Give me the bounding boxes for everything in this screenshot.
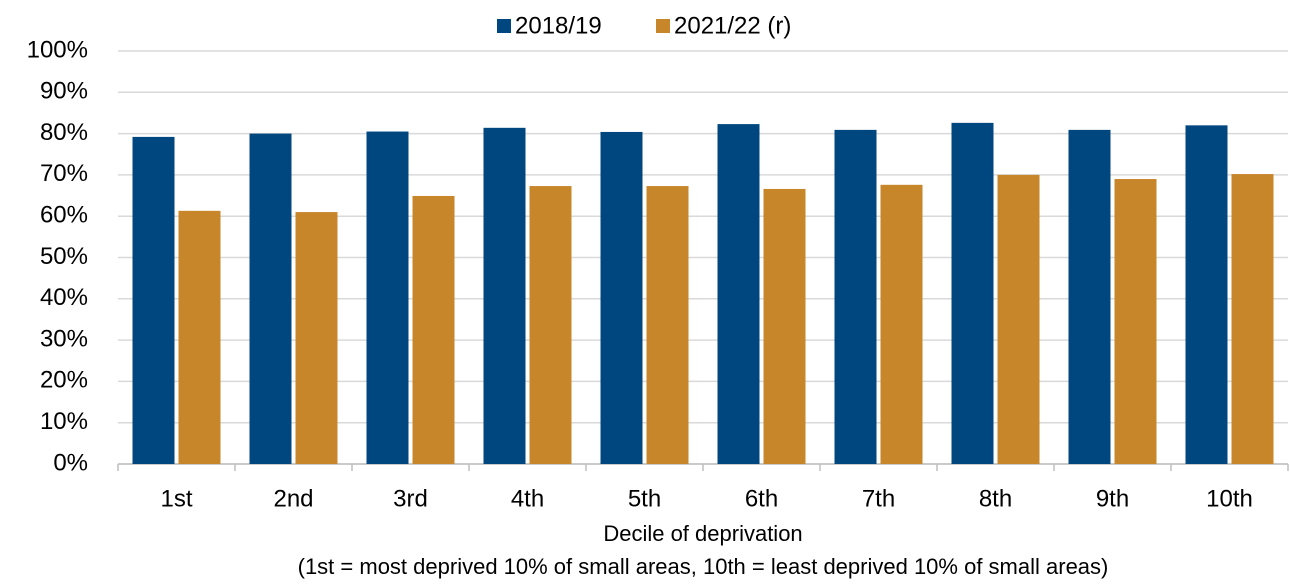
bar: [880, 184, 923, 464]
bar: [412, 195, 455, 464]
y-tick-label: 50%: [40, 243, 88, 270]
x-axis-label: Decile of deprivation: [603, 521, 802, 546]
bar: [483, 127, 526, 465]
y-tick-label: 60%: [40, 202, 88, 229]
x-tick-label: 5th: [628, 485, 661, 512]
x-tick-label: 1st: [160, 485, 192, 512]
x-tick-label: 7th: [862, 485, 895, 512]
bar: [1114, 179, 1157, 464]
bar: [951, 122, 994, 464]
y-tick-label: 90%: [40, 78, 88, 105]
bar: [1185, 125, 1228, 464]
bar: [834, 129, 877, 464]
bar: [1231, 174, 1274, 464]
bar: [646, 186, 689, 464]
bar: [366, 131, 409, 464]
y-tick-label: 40%: [40, 284, 88, 311]
legend-label: 2021/22 (r): [674, 12, 791, 39]
y-tick-label: 80%: [40, 119, 88, 146]
x-tick-label: 9th: [1096, 485, 1129, 512]
legend-swatch: [497, 19, 511, 33]
bar: [600, 131, 643, 464]
bar: [1068, 129, 1111, 464]
x-axis-note: (1st = most deprived 10% of small areas,…: [298, 554, 1109, 579]
x-tick-label: 6th: [745, 485, 778, 512]
bar: [529, 186, 572, 464]
y-tick-label: 10%: [40, 408, 88, 435]
y-tick-label: 100%: [27, 36, 88, 63]
bar: [763, 188, 806, 464]
bar: [178, 210, 221, 464]
bar: [997, 174, 1040, 464]
x-tick-label: 2nd: [273, 485, 313, 512]
y-tick-label: 30%: [40, 325, 88, 352]
legend-label: 2018/19: [515, 12, 602, 39]
x-tick-label: 8th: [979, 485, 1012, 512]
bar: [295, 212, 338, 464]
y-tick-label: 20%: [40, 367, 88, 394]
x-tick-label: 10th: [1206, 485, 1253, 512]
bar: [249, 133, 292, 464]
bar: [717, 124, 760, 464]
y-tick-label: 0%: [53, 449, 88, 476]
y-tick-label: 70%: [40, 160, 88, 187]
x-tick-label: 4th: [511, 485, 544, 512]
bar: [132, 136, 175, 465]
x-tick-label: 3rd: [393, 485, 428, 512]
legend-swatch: [656, 19, 670, 33]
